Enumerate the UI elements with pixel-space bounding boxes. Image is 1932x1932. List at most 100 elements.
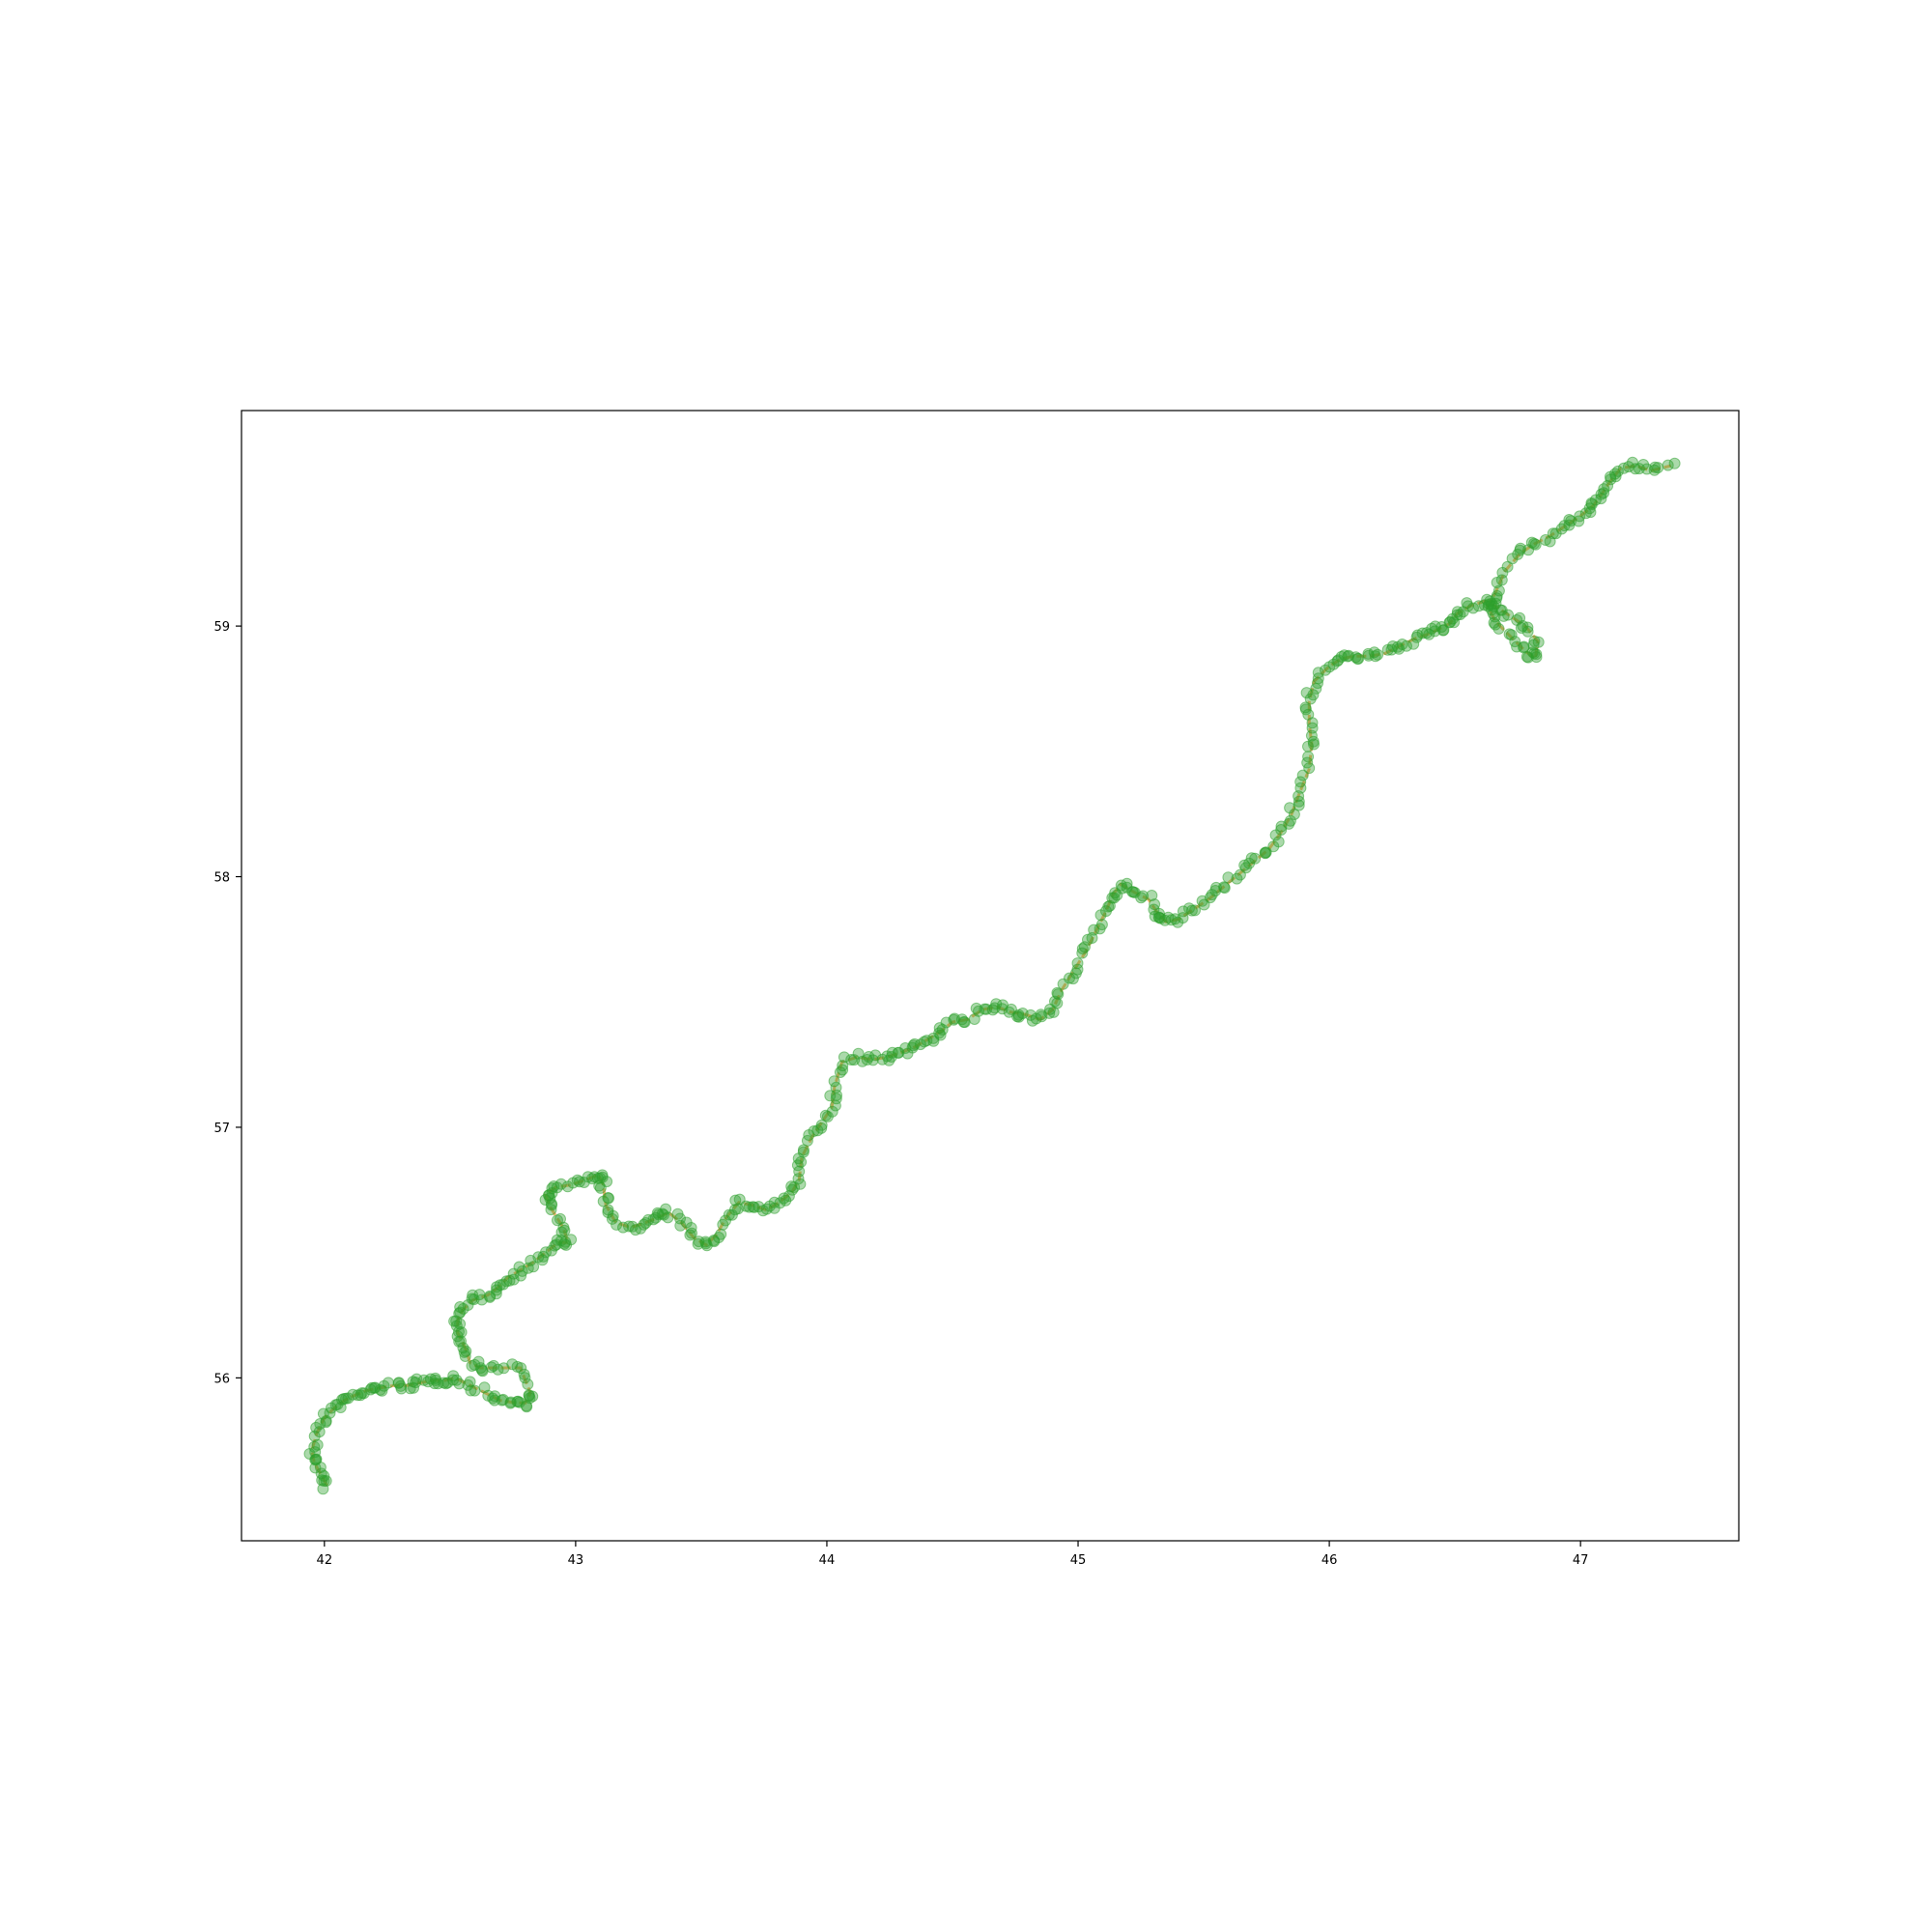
track-point [1662, 459, 1674, 471]
x-axis: 42 43 44 45 46 47 [317, 1541, 1589, 1568]
track-point [1312, 667, 1324, 679]
track-point [1563, 514, 1576, 526]
track-point [1652, 462, 1664, 474]
track-point [1275, 820, 1288, 833]
track-point [1189, 904, 1201, 917]
track-point [1076, 947, 1089, 959]
track-point [1066, 973, 1079, 985]
track-point [996, 1003, 1009, 1015]
track-point [729, 1194, 742, 1207]
track-point [464, 1376, 476, 1388]
x-tick-label: 47 [1573, 1553, 1589, 1568]
track-point [1284, 802, 1296, 814]
y-tick-label: 56 [213, 1372, 230, 1386]
track-point [1249, 852, 1262, 865]
track-point [869, 1049, 882, 1062]
track-point [662, 1211, 674, 1224]
track-point [1530, 651, 1543, 664]
track-point [986, 1004, 999, 1016]
track-point [516, 1264, 528, 1277]
track-point [554, 1178, 567, 1190]
track-point [1288, 809, 1300, 820]
track-line [310, 464, 1672, 1487]
track-point [1218, 881, 1230, 894]
track-point [1185, 904, 1198, 917]
track-point [1294, 781, 1307, 794]
track-point [311, 1438, 324, 1451]
track-point [837, 1060, 849, 1072]
y-tick-label: 58 [213, 871, 230, 886]
track-point [1057, 978, 1069, 990]
track-point [936, 1023, 949, 1036]
track-point [383, 1377, 394, 1389]
track-point [1515, 622, 1527, 634]
track-point [465, 1384, 477, 1397]
track-point [1539, 534, 1551, 546]
track-point [1127, 886, 1140, 898]
track-point [1521, 625, 1534, 638]
y-axis: 56 57 58 59 [213, 620, 242, 1386]
track-point [1035, 1009, 1047, 1021]
track-point [527, 1261, 540, 1273]
x-tick-label: 42 [317, 1553, 333, 1568]
track-point [623, 1220, 635, 1233]
track-point [1043, 1007, 1056, 1019]
track-point [1503, 628, 1516, 640]
track-point [957, 1016, 970, 1028]
track-point [554, 1212, 566, 1225]
track-point [474, 1362, 487, 1375]
track-point [1528, 635, 1541, 647]
x-tick-label: 43 [568, 1553, 584, 1568]
track-point [1275, 824, 1288, 836]
track-point [522, 1378, 534, 1390]
track-point [559, 1236, 572, 1248]
track-point [432, 1378, 444, 1390]
track-point [660, 1203, 672, 1215]
track-point [1521, 621, 1534, 634]
track-point [826, 1105, 838, 1118]
track-point [1283, 817, 1295, 830]
track-point [1222, 871, 1235, 884]
track-point [545, 1204, 557, 1216]
track-point [1595, 488, 1607, 500]
track-point [1076, 943, 1089, 955]
track-point [1602, 479, 1614, 492]
track-point [565, 1234, 578, 1246]
track-point [684, 1229, 696, 1241]
track-point [1598, 483, 1610, 496]
track-point [1121, 877, 1133, 890]
track-point [447, 1374, 459, 1386]
track-point [1410, 631, 1423, 643]
track-point [1137, 890, 1150, 902]
track-point [1294, 776, 1307, 788]
track-point [1177, 905, 1189, 918]
track-point [686, 1227, 697, 1239]
axes-frame [241, 410, 1740, 1542]
track-point [1372, 648, 1384, 661]
track-point [774, 1197, 786, 1209]
track-point [638, 1218, 650, 1231]
track-point [611, 1218, 623, 1231]
track-point [596, 1171, 609, 1183]
y-tick-label: 59 [213, 620, 230, 635]
track-point [1245, 852, 1258, 865]
track-point [1095, 919, 1108, 931]
track-point [1284, 814, 1296, 827]
track-point [808, 1125, 820, 1137]
track-point [1302, 751, 1315, 763]
track-point [1135, 892, 1148, 904]
track-point [1071, 957, 1084, 970]
track-point [496, 1394, 508, 1406]
track-point [523, 1390, 535, 1402]
track-point [1078, 941, 1091, 953]
track-point [1146, 890, 1158, 901]
track-point [1668, 457, 1681, 469]
track-point [1502, 609, 1515, 621]
track-point [466, 1360, 478, 1372]
track-point [558, 1224, 571, 1236]
track-point [1272, 836, 1285, 848]
track-point [460, 1345, 472, 1357]
track-point [1051, 986, 1064, 999]
track-point [970, 1002, 982, 1014]
